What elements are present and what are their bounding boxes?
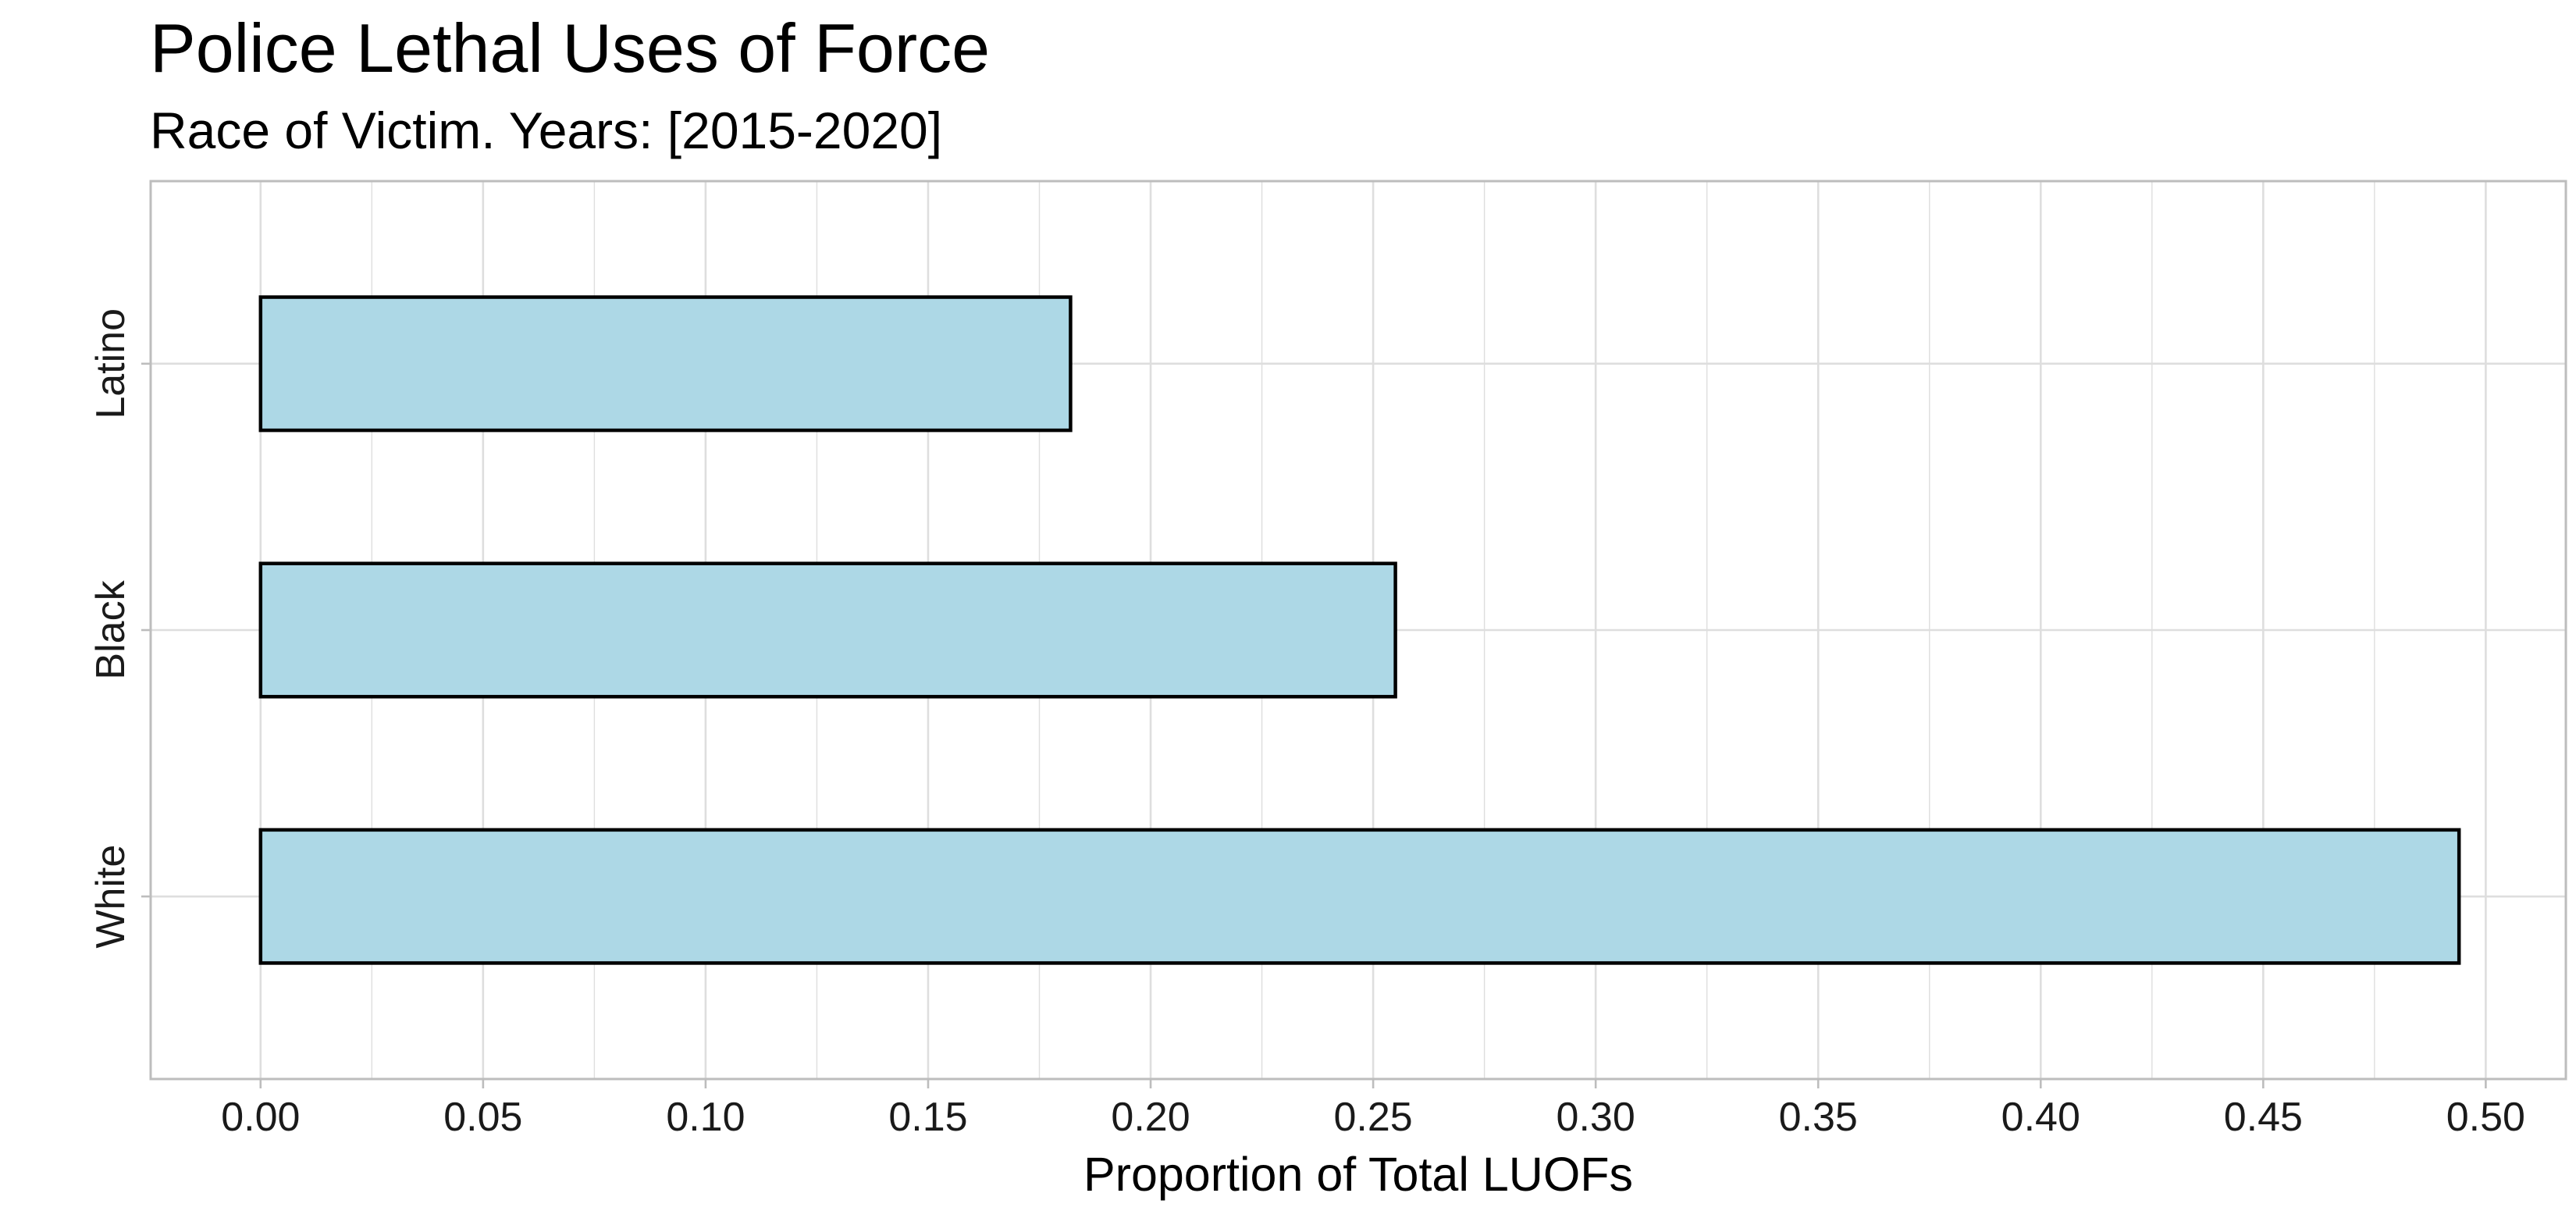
x-tick-label: 0.40 xyxy=(2001,1095,2080,1140)
y-tick-label: Latino xyxy=(88,308,133,419)
chart-title: Police Lethal Uses of Force xyxy=(150,9,990,87)
chart-subtitle: Race of Victim. Years: [2015-2020] xyxy=(150,102,942,159)
bar-black xyxy=(258,561,1397,699)
x-tick-label: 0.35 xyxy=(1779,1095,1858,1140)
x-axis-labels: 0.00 0.05 0.10 0.15 0.20 0.25 0.30 0.35 0.40 0.45… xyxy=(221,1095,2525,1140)
x-axis-ticks xyxy=(259,1079,2487,1088)
x-tick-label: 0.10 xyxy=(666,1095,745,1140)
y-tick-label: White xyxy=(88,845,133,949)
x-tick-label: 0.05 xyxy=(443,1095,522,1140)
y-axis-labels: White Black Latino xyxy=(88,308,133,949)
x-tick-label: 0.20 xyxy=(1111,1095,1190,1140)
x-tick-label: 0.45 xyxy=(2224,1095,2303,1140)
bars xyxy=(258,295,2461,965)
x-axis-title: Proportion of Total LUOFs xyxy=(1083,1148,1633,1201)
x-tick-label: 0.25 xyxy=(1333,1095,1412,1140)
x-tick-label: 0.00 xyxy=(221,1095,300,1140)
y-tick-label: Black xyxy=(88,579,133,679)
panel-border xyxy=(149,180,2567,1081)
x-tick-label: 0.15 xyxy=(888,1095,967,1140)
y-axis-ticks xyxy=(141,362,151,898)
x-tick-label: 0.50 xyxy=(2446,1095,2525,1140)
bar-latino xyxy=(258,295,1073,433)
bar-white xyxy=(258,828,2461,965)
x-tick-label: 0.30 xyxy=(1557,1095,1635,1140)
